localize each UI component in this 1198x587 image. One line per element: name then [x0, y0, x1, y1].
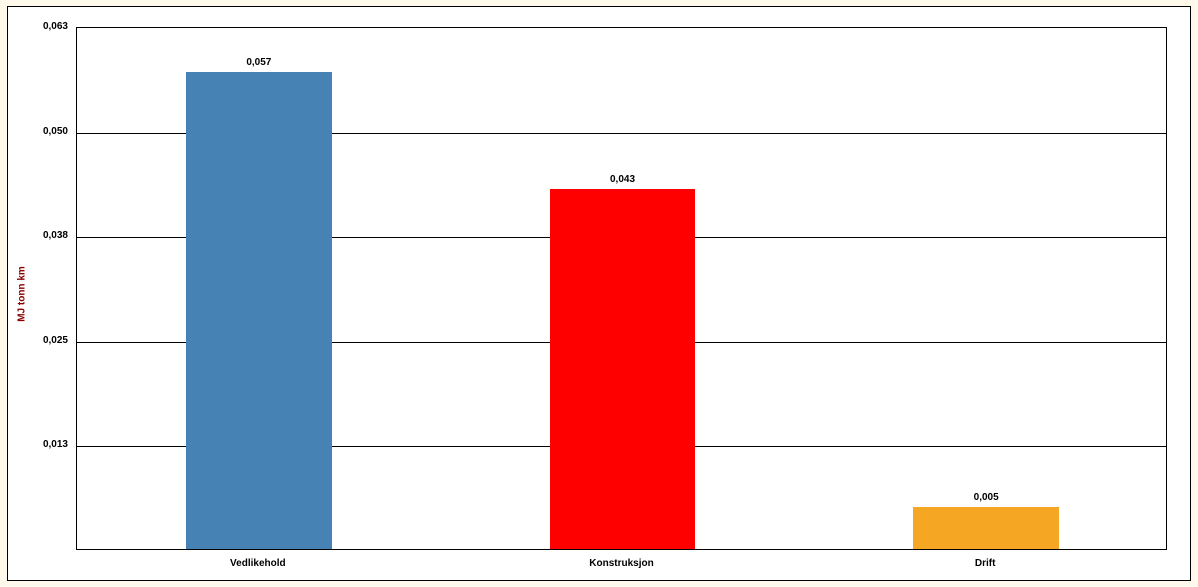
bar — [186, 72, 331, 549]
category-label: Konstruksjon — [589, 558, 653, 569]
y-tick-label: 0,063 — [10, 21, 68, 32]
plot-area: 0,057 0,043 0,005 — [76, 27, 1167, 550]
category-label: Drift — [975, 558, 996, 569]
chart-container: MJ tonn km 0,057 0,043 0,005 0,013 0,025 0,0… — [0, 0, 1198, 587]
chart-inner: MJ tonn km 0,057 0,043 0,005 0,013 0,025 0,0… — [7, 6, 1191, 581]
bar-value-label: 0,043 — [610, 174, 635, 185]
category-label: Vedlikehold — [230, 558, 286, 569]
y-tick-label: 0,038 — [10, 230, 68, 241]
y-tick-label: 0,050 — [10, 126, 68, 137]
y-axis-label: MJ tonn km — [17, 266, 28, 322]
y-tick-label: 0,025 — [10, 335, 68, 346]
bar-value-label: 0,005 — [974, 492, 999, 503]
bar — [550, 189, 695, 549]
bar — [913, 507, 1058, 549]
y-tick-label: 0,013 — [10, 439, 68, 450]
bar-value-label: 0,057 — [246, 57, 271, 68]
